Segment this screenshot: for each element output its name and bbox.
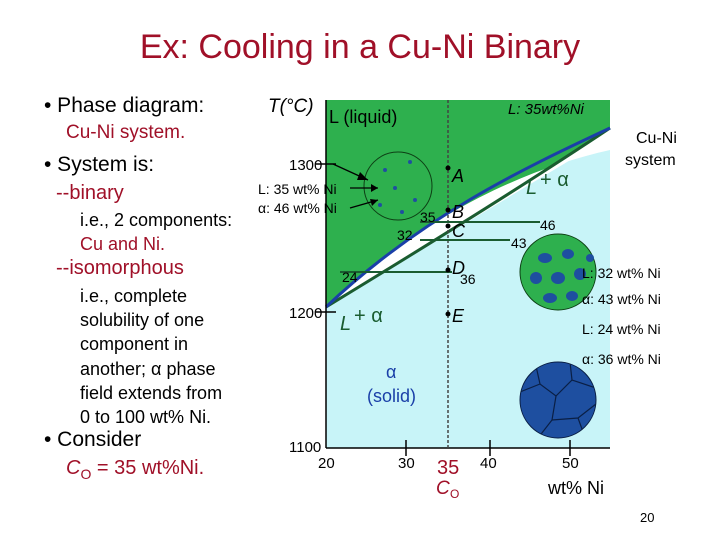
l-plus-alpha-upper-rest: + α bbox=[540, 169, 569, 191]
x-tick-label-50: 50 bbox=[562, 455, 579, 472]
two-components-text: i.e., 2 components: bbox=[80, 210, 233, 230]
l-35-label: L: 35wt%Ni bbox=[508, 101, 585, 118]
isomorphous-text: --isomorphous bbox=[56, 257, 184, 279]
tie-b-value-35: 35 bbox=[420, 209, 436, 225]
tie-b-value-46: 46 bbox=[540, 217, 556, 233]
alpha-label: α bbox=[386, 362, 396, 382]
co-label-c: C bbox=[436, 478, 450, 499]
y-tick-label-1100: 1100 bbox=[289, 439, 321, 456]
co-label-o: O bbox=[450, 487, 459, 501]
l-plus-alpha-lower-l: L bbox=[340, 313, 351, 335]
annot-d-liquid: L: 32 wt% Ni bbox=[582, 265, 661, 281]
isomorphous-explanation: i.e., complete solubility of one compone… bbox=[80, 286, 223, 428]
x-tick-label-30: 30 bbox=[398, 455, 415, 472]
microstructure-a bbox=[363, 151, 433, 221]
tie-d-value-36: 36 bbox=[460, 271, 476, 287]
tie-c-value-32: 32 bbox=[397, 227, 413, 243]
co-condition: CO = 35 wt%Ni. bbox=[66, 457, 205, 482]
annot-e-solid: α: 36 wt% Ni bbox=[582, 351, 661, 367]
cu-ni-system-label-1: Cu-Ni bbox=[636, 130, 677, 147]
y-tick-label-1200: 1200 bbox=[289, 305, 322, 322]
point-a-marker bbox=[445, 165, 451, 171]
point-a-label: A bbox=[451, 166, 464, 186]
bullet-phase-diagram: • Phase diagram: bbox=[44, 94, 205, 117]
liquidus-line bbox=[325, 126, 611, 309]
microstructure-e bbox=[519, 361, 597, 439]
l-plus-alpha-lower-rest: + α bbox=[354, 305, 383, 327]
x-axis-label: wt% Ni bbox=[547, 478, 604, 498]
t-axis-label: T(°C) bbox=[268, 96, 314, 117]
y-tick-label-1300: 1300 bbox=[289, 157, 322, 174]
microstructure-b-d bbox=[519, 233, 597, 311]
tie-d-value-24: 24 bbox=[342, 269, 358, 285]
cu-and-ni-text: Cu and Ni. bbox=[80, 234, 166, 254]
l-plus-alpha-upper-l: L bbox=[526, 177, 537, 199]
cu-ni-system-text: Cu-Ni system. bbox=[66, 122, 186, 143]
point-e-marker bbox=[445, 311, 451, 317]
point-b-marker bbox=[445, 207, 451, 213]
x-tick-label-20: 20 bbox=[318, 455, 335, 472]
point-d-marker bbox=[445, 267, 451, 273]
bullet-system-is: • System is: bbox=[44, 153, 155, 176]
point-b-label: B bbox=[452, 202, 464, 222]
annot-d-solid: α: 43 wt% Ni bbox=[582, 291, 661, 307]
annot-b-solid: α: 46 wt% Ni bbox=[258, 200, 337, 216]
binary-text: --binary bbox=[56, 182, 124, 204]
point-e-label: E bbox=[452, 306, 465, 326]
solidus-line bbox=[324, 126, 611, 309]
bullet-consider: • Consider bbox=[44, 428, 142, 451]
page-number: 20 bbox=[640, 510, 654, 525]
tie-c-value-43: 43 bbox=[511, 235, 527, 251]
annot-b-liquid: L: 35 wt% Ni bbox=[258, 181, 337, 197]
cu-ni-system-label-2: system bbox=[625, 152, 676, 169]
slide-title: Ex: Cooling in a Cu-Ni Binary bbox=[139, 28, 581, 66]
x-tick-label-40: 40 bbox=[480, 455, 497, 472]
solid-label: (solid) bbox=[367, 386, 416, 406]
point-c-marker bbox=[445, 223, 451, 229]
liquid-label: L (liquid) bbox=[329, 107, 397, 127]
x-tick-label-35: 35 bbox=[437, 457, 459, 479]
point-d-label: D bbox=[452, 258, 465, 278]
annot-e-liquid: L: 24 wt% Ni bbox=[582, 321, 661, 337]
point-c-label: C bbox=[452, 221, 466, 241]
